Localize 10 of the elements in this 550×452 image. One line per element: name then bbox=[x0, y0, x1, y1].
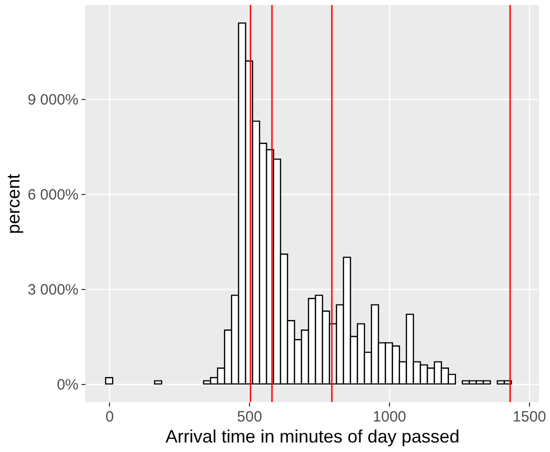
y-tick-label: 3 000% bbox=[28, 281, 78, 298]
y-axis-title: percent bbox=[4, 174, 24, 234]
x-axis-title: Arrival time in minutes of day passed bbox=[165, 426, 460, 446]
y-tick-label: 9 000% bbox=[28, 92, 78, 109]
x-tick-label: 500 bbox=[237, 408, 262, 426]
x-tick-label: 1000 bbox=[372, 408, 406, 426]
y-tick-label: 6 000% bbox=[28, 186, 78, 204]
y-tick-label: 0% bbox=[56, 376, 78, 394]
x-tick-label: 1500 bbox=[512, 408, 546, 426]
x-tick-label: 0 bbox=[105, 408, 114, 426]
